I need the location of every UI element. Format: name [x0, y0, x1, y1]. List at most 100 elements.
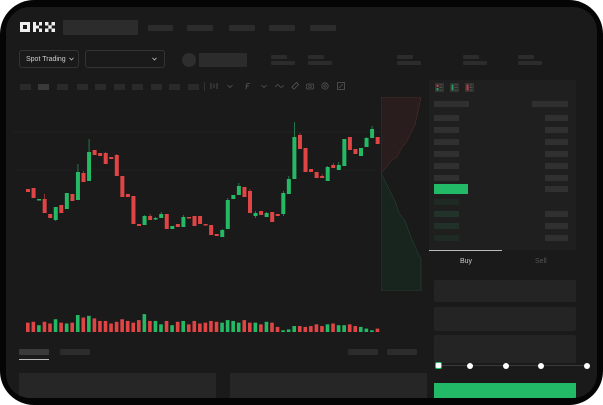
orderbook-price[interactable]	[434, 199, 459, 205]
orderbook-price[interactable]	[434, 115, 459, 121]
candle	[225, 200, 230, 229]
volume-bar	[114, 321, 119, 332]
order-card	[19, 373, 216, 398]
candle	[325, 167, 330, 181]
nav-item[interactable]	[269, 25, 295, 31]
candle	[37, 199, 42, 201]
volume-bar	[375, 328, 380, 332]
ruler-icon[interactable]	[291, 82, 299, 90]
slider-mark[interactable]	[538, 363, 544, 369]
interval-button[interactable]	[188, 84, 199, 90]
orderbook-price[interactable]	[434, 127, 459, 133]
candle	[98, 153, 103, 156]
candle	[42, 199, 47, 213]
interval-button[interactable]	[57, 84, 68, 90]
filter-button[interactable]	[348, 349, 378, 355]
volume-bar	[309, 326, 313, 332]
volume-bar	[342, 325, 346, 332]
nav-item[interactable]	[148, 25, 173, 31]
depth-chart	[381, 97, 422, 291]
interval-button[interactable]	[20, 84, 31, 90]
candlestick-chart[interactable]	[14, 95, 382, 345]
nav-item[interactable]	[187, 25, 213, 31]
sell-tab[interactable]: Sell	[535, 258, 547, 265]
pair-select[interactable]	[85, 50, 165, 68]
spot-trading-select[interactable]: Spot Trading	[19, 50, 79, 68]
volume-bar	[81, 317, 86, 332]
volume-bar	[170, 325, 174, 332]
candle	[231, 195, 236, 199]
candle	[364, 138, 369, 147]
slider-mark[interactable]	[467, 363, 473, 369]
volume-bar	[164, 320, 169, 332]
orderbook-price[interactable]	[434, 139, 459, 145]
candle	[186, 217, 191, 219]
candle	[75, 172, 80, 200]
candle	[92, 150, 97, 155]
nav-item[interactable]	[310, 25, 336, 31]
interval-button[interactable]	[151, 84, 162, 90]
interval-button[interactable]	[169, 84, 180, 90]
orderbook-bids-icon[interactable]	[450, 83, 459, 92]
candle	[175, 224, 180, 227]
candle	[320, 176, 325, 178]
buy-tab[interactable]: Buy	[460, 258, 473, 265]
volume-bar	[225, 320, 230, 332]
orders-tab[interactable]	[19, 349, 49, 355]
amount-input[interactable]	[434, 307, 576, 331]
candle	[109, 157, 114, 159]
indicator-icon[interactable]	[244, 82, 252, 90]
coin-icon	[182, 53, 196, 67]
slider-track[interactable]	[438, 365, 590, 366]
volume-bar	[53, 319, 58, 332]
fullscreen-icon[interactable]	[337, 82, 345, 90]
chevron-down-icon[interactable]	[227, 82, 233, 90]
orderbook-price[interactable]	[434, 163, 459, 169]
candle	[359, 148, 363, 156]
candle	[331, 165, 336, 168]
price-input[interactable]	[434, 280, 576, 302]
interval-button[interactable]	[77, 84, 88, 90]
candle	[292, 137, 297, 179]
order-card	[230, 373, 427, 398]
search-bar[interactable]	[63, 20, 138, 35]
history-tab[interactable]	[60, 349, 90, 355]
orderbook-price[interactable]	[434, 235, 459, 241]
volume-bar	[359, 326, 363, 332]
slider-handle[interactable]	[435, 362, 442, 369]
orderbook-price[interactable]	[434, 175, 459, 181]
total-input[interactable]	[434, 335, 576, 363]
volume-bar	[214, 321, 219, 332]
candle	[53, 207, 58, 220]
candle	[303, 148, 308, 172]
filter-button[interactable]	[387, 349, 417, 355]
line-icon[interactable]	[275, 82, 284, 90]
volume-bar	[109, 323, 113, 332]
chevron-down-icon[interactable]	[261, 82, 267, 90]
interval-button[interactable]	[95, 84, 106, 90]
orderbook-price[interactable]	[434, 211, 459, 217]
candle	[26, 189, 30, 192]
candle	[347, 137, 352, 150]
orderbook-both-icon[interactable]	[435, 83, 444, 92]
interval-button-active[interactable]	[38, 84, 49, 90]
interval-button[interactable]	[132, 84, 143, 90]
orderbook-asks-icon[interactable]	[465, 83, 474, 92]
candle	[120, 176, 125, 197]
orderbook-price[interactable]	[434, 151, 459, 157]
orderbook-price[interactable]	[434, 223, 459, 229]
interval-button[interactable]	[114, 84, 125, 90]
volume-bar	[203, 322, 208, 332]
nav-item[interactable]	[229, 25, 255, 31]
candle-type-icon[interactable]	[210, 82, 219, 90]
camera-icon[interactable]	[306, 82, 314, 90]
slider-mark[interactable]	[503, 363, 509, 369]
candle	[342, 139, 347, 166]
volume-bar	[325, 324, 330, 332]
slider-mark[interactable]	[584, 363, 590, 369]
spot-trading-label: Spot Trading	[26, 55, 66, 63]
buy-button[interactable]	[434, 383, 576, 398]
stat-value	[308, 61, 332, 65]
settings-icon[interactable]	[321, 82, 329, 90]
